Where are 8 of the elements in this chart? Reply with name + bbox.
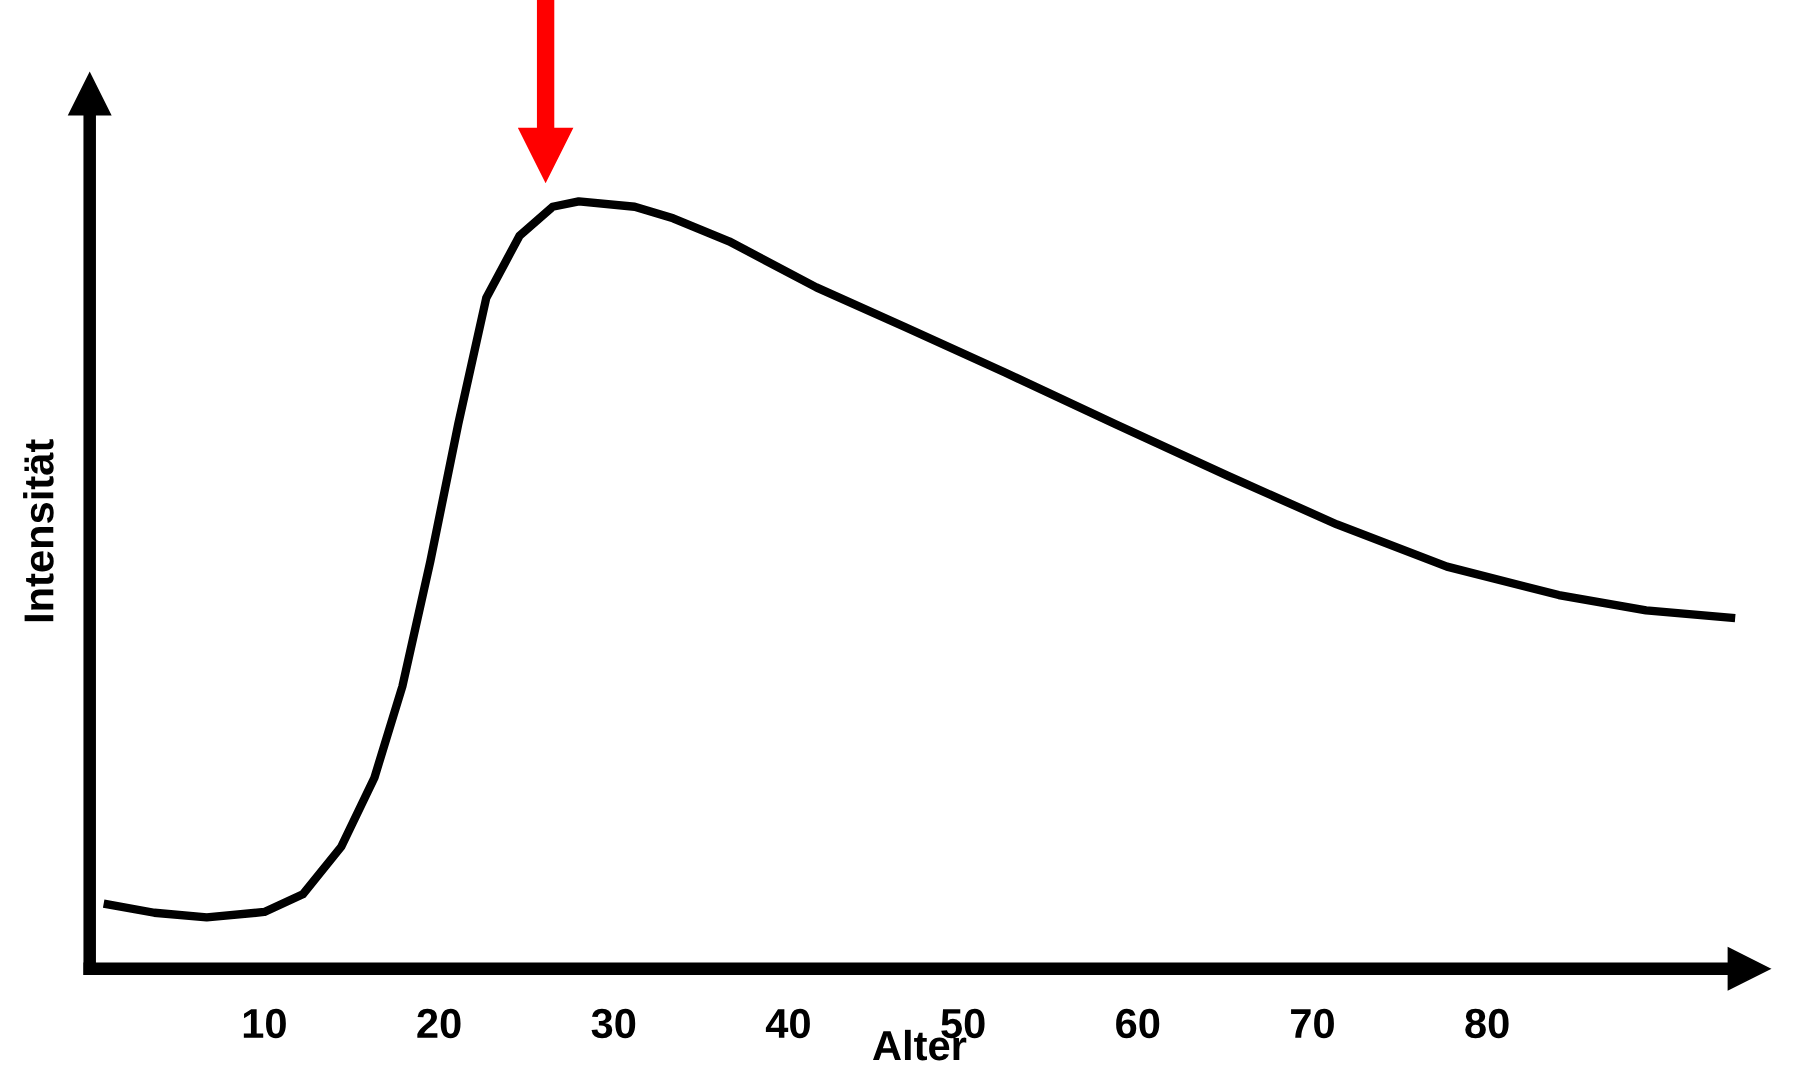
x-tick-label: 40 bbox=[765, 1008, 810, 1039]
x-tick-label: 70 bbox=[1291, 1008, 1334, 1039]
x-tick-label: 20 bbox=[417, 1008, 461, 1039]
y-axis-title: Intensität bbox=[23, 439, 54, 622]
x-tick-label: 80 bbox=[1465, 1008, 1509, 1039]
x-tick-label: 60 bbox=[1116, 1008, 1160, 1039]
x-tick-label: 30 bbox=[591, 1008, 636, 1039]
x-tick-label: 10 bbox=[243, 1008, 286, 1039]
